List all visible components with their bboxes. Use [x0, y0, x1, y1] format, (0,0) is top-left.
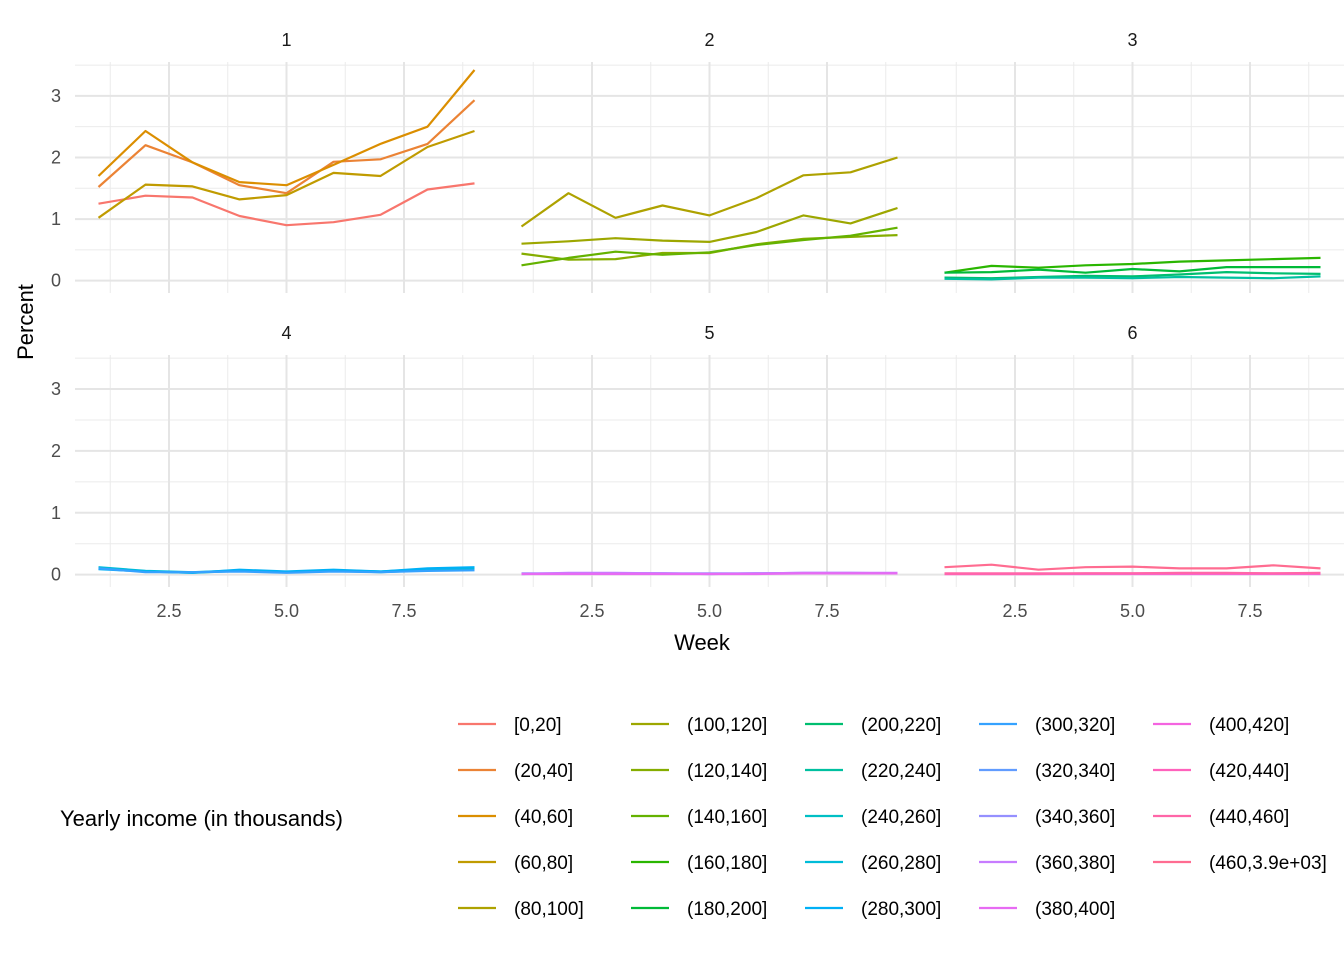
y-tick-label: 2	[51, 147, 61, 167]
x-tick-label: 7.5	[1237, 601, 1262, 621]
panels: 1 0 1 2 3 2 3 4 0 1 2 3 2.5 5.0 7.5 5 2.5 5.0 7.5 6 2.5 5.0 7.…	[51, 30, 1344, 621]
y-tick-label: 3	[51, 379, 61, 399]
legend-item: (420,440]	[1153, 761, 1289, 782]
series-line	[944, 256, 1321, 274]
y-axis-label: Percent	[13, 284, 38, 360]
legend-label: (180,200]	[687, 899, 767, 920]
legend-title: Yearly income (in thousands)	[60, 806, 343, 831]
legend-item: (220,240]	[805, 761, 941, 782]
series-line	[521, 206, 898, 245]
legend-label: (420,440]	[1209, 761, 1289, 782]
x-tick-label: 5.0	[697, 601, 722, 621]
panel-title: 1	[281, 30, 291, 50]
legend-item: (100,120]	[631, 715, 767, 736]
legend-label: (440,460]	[1209, 807, 1289, 828]
panel-5: 5 2.5 5.0 7.5	[498, 323, 921, 621]
x-tick-label: 5.0	[1120, 601, 1145, 621]
series-line	[97, 129, 475, 219]
legend-label: (380,400]	[1035, 899, 1115, 920]
legend-label: (20,40]	[514, 761, 573, 782]
legend-item: (300,320]	[979, 715, 1115, 736]
x-tick-label: 7.5	[391, 601, 416, 621]
y-tick-label: 2	[51, 441, 61, 461]
legend-item: (160,180]	[631, 853, 767, 874]
legend-item: (260,280]	[805, 853, 941, 874]
panel-title: 2	[704, 30, 714, 50]
legend-item: (280,300]	[805, 899, 941, 920]
panel-3: 3	[921, 30, 1344, 293]
series-line	[97, 69, 476, 187]
legend-label: (160,180]	[687, 853, 767, 874]
legend-item: (360,380]	[979, 853, 1115, 874]
x-tick-label: 7.5	[814, 601, 839, 621]
panel-2: 2	[498, 30, 921, 293]
panel-title: 6	[1127, 323, 1137, 343]
panel-1: 1 0 1 2 3	[51, 30, 498, 293]
series-line	[944, 563, 1321, 571]
legend-label: (360,380]	[1035, 853, 1115, 874]
legend-label: (240,260]	[861, 807, 941, 828]
legend-label: [0,20]	[514, 715, 562, 736]
series-line	[944, 266, 1321, 274]
x-tick-label: 2.5	[1002, 601, 1027, 621]
series-line	[520, 156, 898, 228]
legend-label: (340,360]	[1035, 807, 1115, 828]
y-tick-label: 0	[51, 565, 61, 585]
legend-label: (80,100]	[514, 899, 584, 920]
series-line	[97, 99, 476, 195]
legend-item: (80,100]	[458, 899, 584, 920]
y-tick-label: 0	[51, 271, 61, 291]
series-line	[98, 182, 475, 227]
legend-label: (200,220]	[861, 715, 941, 736]
legend-item: (440,460]	[1153, 807, 1289, 828]
series-line	[521, 226, 898, 267]
series-line	[944, 571, 1321, 575]
legend: Yearly income (in thousands) [0,20] (20,4…	[60, 715, 1327, 920]
legend-items: [0,20] (20,40] (40,60] (60,80] (80,100] (100,…	[458, 715, 1327, 920]
legend-label: (220,240]	[861, 761, 941, 782]
legend-item: (320,340]	[979, 761, 1115, 782]
y-tick-label: 1	[51, 209, 61, 229]
x-tick-label: 2.5	[156, 601, 181, 621]
legend-item: (200,220]	[805, 715, 941, 736]
panel-title: 3	[1127, 30, 1137, 50]
legend-label: (40,60]	[514, 807, 573, 828]
x-axis-label: Week	[674, 630, 731, 655]
legend-label: (60,80]	[514, 853, 573, 874]
legend-item: (60,80]	[458, 853, 573, 874]
legend-label: (280,300]	[861, 899, 941, 920]
y-tick-label: 1	[51, 503, 61, 523]
legend-item: (240,260]	[805, 807, 941, 828]
legend-item: (400,420]	[1153, 715, 1289, 736]
series-line	[521, 572, 898, 576]
y-tick-label: 3	[51, 86, 61, 106]
legend-label: (320,340]	[1035, 761, 1115, 782]
legend-label: (100,120]	[687, 715, 767, 736]
x-tick-label: 2.5	[579, 601, 604, 621]
panel-4: 4 0 1 2 3 2.5 5.0 7.5	[51, 323, 498, 621]
legend-item: [0,20]	[458, 715, 562, 736]
panel-6: 6 2.5 5.0 7.5	[921, 323, 1344, 621]
panel-title: 5	[704, 323, 714, 343]
panel-title: 4	[281, 323, 291, 343]
legend-item: (40,60]	[458, 807, 573, 828]
legend-item: (180,200]	[631, 899, 767, 920]
legend-label: (140,160]	[687, 807, 767, 828]
legend-label: (400,420]	[1209, 715, 1289, 736]
legend-item: (380,400]	[979, 899, 1115, 920]
legend-item: (120,140]	[631, 761, 767, 782]
legend-item: (140,160]	[631, 807, 767, 828]
legend-item: (460,3.9e+03]	[1153, 853, 1327, 874]
x-tick-label: 5.0	[274, 601, 299, 621]
legend-item: (20,40]	[458, 761, 573, 782]
legend-item: (340,360]	[979, 807, 1115, 828]
series-line	[98, 567, 475, 574]
legend-label: (300,320]	[1035, 715, 1115, 736]
legend-label: (460,3.9e+03]	[1209, 853, 1327, 874]
legend-label: (260,280]	[861, 853, 941, 874]
legend-label: (120,140]	[687, 761, 767, 782]
series-line	[944, 275, 1321, 281]
